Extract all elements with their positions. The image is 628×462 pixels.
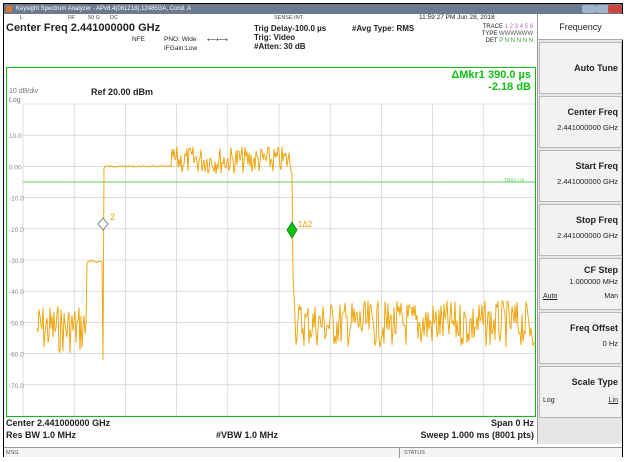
span-footer: Span 0 Hz: [490, 418, 534, 428]
scale-per-div: 10 dB/div: [9, 88, 39, 95]
cf-step-label: CF Step: [583, 265, 618, 275]
nfe-label: NFE: [132, 36, 145, 43]
vbw-footer: #VBW 1.0 MHz: [216, 430, 279, 440]
sweep-footer: Sweep 1.000 ms (8001 pts): [420, 430, 534, 440]
stop-freq-label: Stop Freq: [576, 215, 618, 225]
title-bar: Keysight Spectrum Analyzer - APv8.4(0612…: [4, 4, 622, 14]
type-label: TYPE: [481, 31, 498, 37]
mode-indicator: L: [20, 15, 24, 21]
reference-level: Ref 20.00 dBm: [91, 87, 154, 97]
freq-offset-label: Freq Offset: [569, 323, 618, 333]
trace-status: TRACE 1 2 3 4 5 6 TYPE WWWWWW DET P N N …: [449, 24, 533, 45]
impedance-indicator: 50 Ω: [88, 15, 100, 21]
trig-lvl-label: TRIG LVL: [504, 178, 526, 184]
pno-label: PNO: Wide: [164, 36, 197, 43]
measurement-header: L RF 50 Ω DC SENSE:INT 11:59:27 PM Jun 2…: [4, 14, 536, 66]
graticule-grid: [22, 103, 535, 416]
trace-plot-area[interactable]: ΔMkr1 390.0 µs -2.18 dB 10 dB/div Log Re…: [6, 67, 536, 417]
status-area: STATUS: [404, 450, 425, 456]
center-freq-label: Center Freq: [567, 107, 618, 117]
scale-type-log[interactable]: Log: [543, 397, 555, 404]
coupling-indicator: DC: [110, 15, 118, 21]
y-tick-label: 10.0: [9, 133, 22, 140]
trig-label: Trig: Video: [254, 33, 296, 42]
y-tick-label: -50.0: [9, 320, 24, 327]
sense-indicator: SENSE:INT: [274, 15, 304, 21]
rf-indicator: RF: [68, 15, 76, 21]
maximize-button[interactable]: [596, 5, 610, 13]
cf-step-button[interactable]: CF Step 1.000000 MHz Auto Man: [539, 258, 622, 310]
trace-label: TRACE: [482, 24, 503, 30]
det-label: DET: [485, 38, 498, 44]
status-bar: MSG STATUS: [4, 447, 622, 458]
y-tick-label: -40.0: [9, 289, 24, 296]
y-axis-ticks: 10.0 0.00 -10.0 -20.0 -30.0 -40.0 -50.0 -60.0 -7…: [9, 133, 24, 390]
atten-label: #Atten: 30 dB: [254, 42, 306, 51]
trace-1: [36, 145, 535, 360]
marker-1-diamond[interactable]: [286, 221, 298, 239]
marker-2-diamond[interactable]: [97, 217, 109, 231]
ifgain-label: IFGain:Low: [164, 45, 198, 52]
message-area: MSG: [6, 450, 19, 456]
analyzer-window: Keysight Spectrum Analyzer - APv8.4(0612…: [3, 3, 623, 458]
cf-step-auto[interactable]: Auto: [543, 293, 558, 300]
marker-delta-time: ΔMkr1 390.0 µs: [451, 69, 531, 81]
scale-type-label: Scale Type: [571, 377, 618, 387]
window-title: Keysight Spectrum Analyzer - APv8.4(0612…: [16, 6, 192, 12]
y-tick-label: -60.0: [9, 352, 24, 359]
y-tick-label: -10.0: [9, 196, 24, 203]
trace-graticule: 10.0 0.00 -10.0 -20.0 -30.0 -40.0 -50.0 -60.0 -7…: [9, 103, 535, 416]
scale-type-button[interactable]: Scale Type Log Lin: [539, 366, 622, 418]
marker-delta-amplitude: -2.18 dB: [488, 81, 531, 93]
y-tick-label: -30.0: [9, 258, 24, 265]
stop-freq-button[interactable]: Stop Freq 2.441000000 GHz: [539, 204, 622, 256]
trig-delay-label: Trig Delay-100.0 µs: [254, 24, 327, 33]
det-values: P N N N N N: [499, 38, 533, 44]
start-freq-label: Start Freq: [575, 161, 618, 171]
avg-type-label: #Avg Type: RMS: [352, 24, 415, 33]
log-scale-label: Log: [9, 97, 21, 104]
scale-type-lin[interactable]: Lin: [608, 397, 618, 404]
close-button[interactable]: [608, 5, 622, 13]
softkey-menu-title: Frequency: [538, 14, 623, 40]
marker-1-label: 1Δ2: [298, 220, 313, 229]
measurement-footer: Center 2.441000000 GHz Span 0 Hz Res BW …: [6, 418, 536, 444]
markers: 2 1Δ2: [97, 212, 313, 239]
active-function-readout[interactable]: Center Freq 2.441000000 GHz: [6, 22, 161, 34]
type-values: WWWWWW: [499, 31, 533, 37]
start-freq-button[interactable]: Start Freq 2.441000000 GHz: [539, 150, 622, 202]
pno-icon: ⟵•⟶: [207, 37, 228, 44]
freq-offset-button[interactable]: Freq Offset 0 Hz: [539, 312, 622, 364]
app-icon: [6, 6, 12, 12]
cf-step-value: 1.000000 MHz: [569, 277, 618, 286]
center-freq-value: 2.441000000 GHz: [557, 123, 618, 132]
start-freq-value: 2.441000000 GHz: [557, 177, 618, 186]
auto-tune-button[interactable]: Auto Tune: [539, 42, 622, 94]
y-tick-label: -70.0: [9, 383, 24, 390]
marker-readout: ΔMkr1 390.0 µs -2.18 dB: [451, 69, 531, 93]
freq-offset-value: 0 Hz: [602, 339, 618, 348]
cf-step-man[interactable]: Man: [604, 293, 618, 300]
marker-2-label: 2: [110, 212, 115, 222]
stop-freq-value: 2.441000000 GHz: [557, 231, 618, 240]
minimize-button[interactable]: [582, 5, 596, 13]
trace-numbers: 1 2 3 4 5 6: [504, 24, 533, 30]
res-bw-footer: Res BW 1.0 MHz: [6, 430, 77, 440]
status-divider: [399, 448, 400, 458]
center-freq-button[interactable]: Center Freq 2.441000000 GHz: [539, 96, 622, 148]
softkey-panel: Frequency Auto Tune Center Freq 2.441000…: [537, 14, 623, 444]
auto-tune-label: Auto Tune: [574, 63, 618, 73]
y-tick-label: 0.00: [9, 164, 22, 171]
settings-strip: L RF 50 Ω DC SENSE:INT: [4, 14, 536, 22]
center-freq-footer: Center 2.441000000 GHz: [6, 418, 111, 428]
y-tick-label: -20.0: [9, 227, 24, 234]
datetime: 11:59:27 PM Jun 28, 2018: [419, 14, 495, 21]
